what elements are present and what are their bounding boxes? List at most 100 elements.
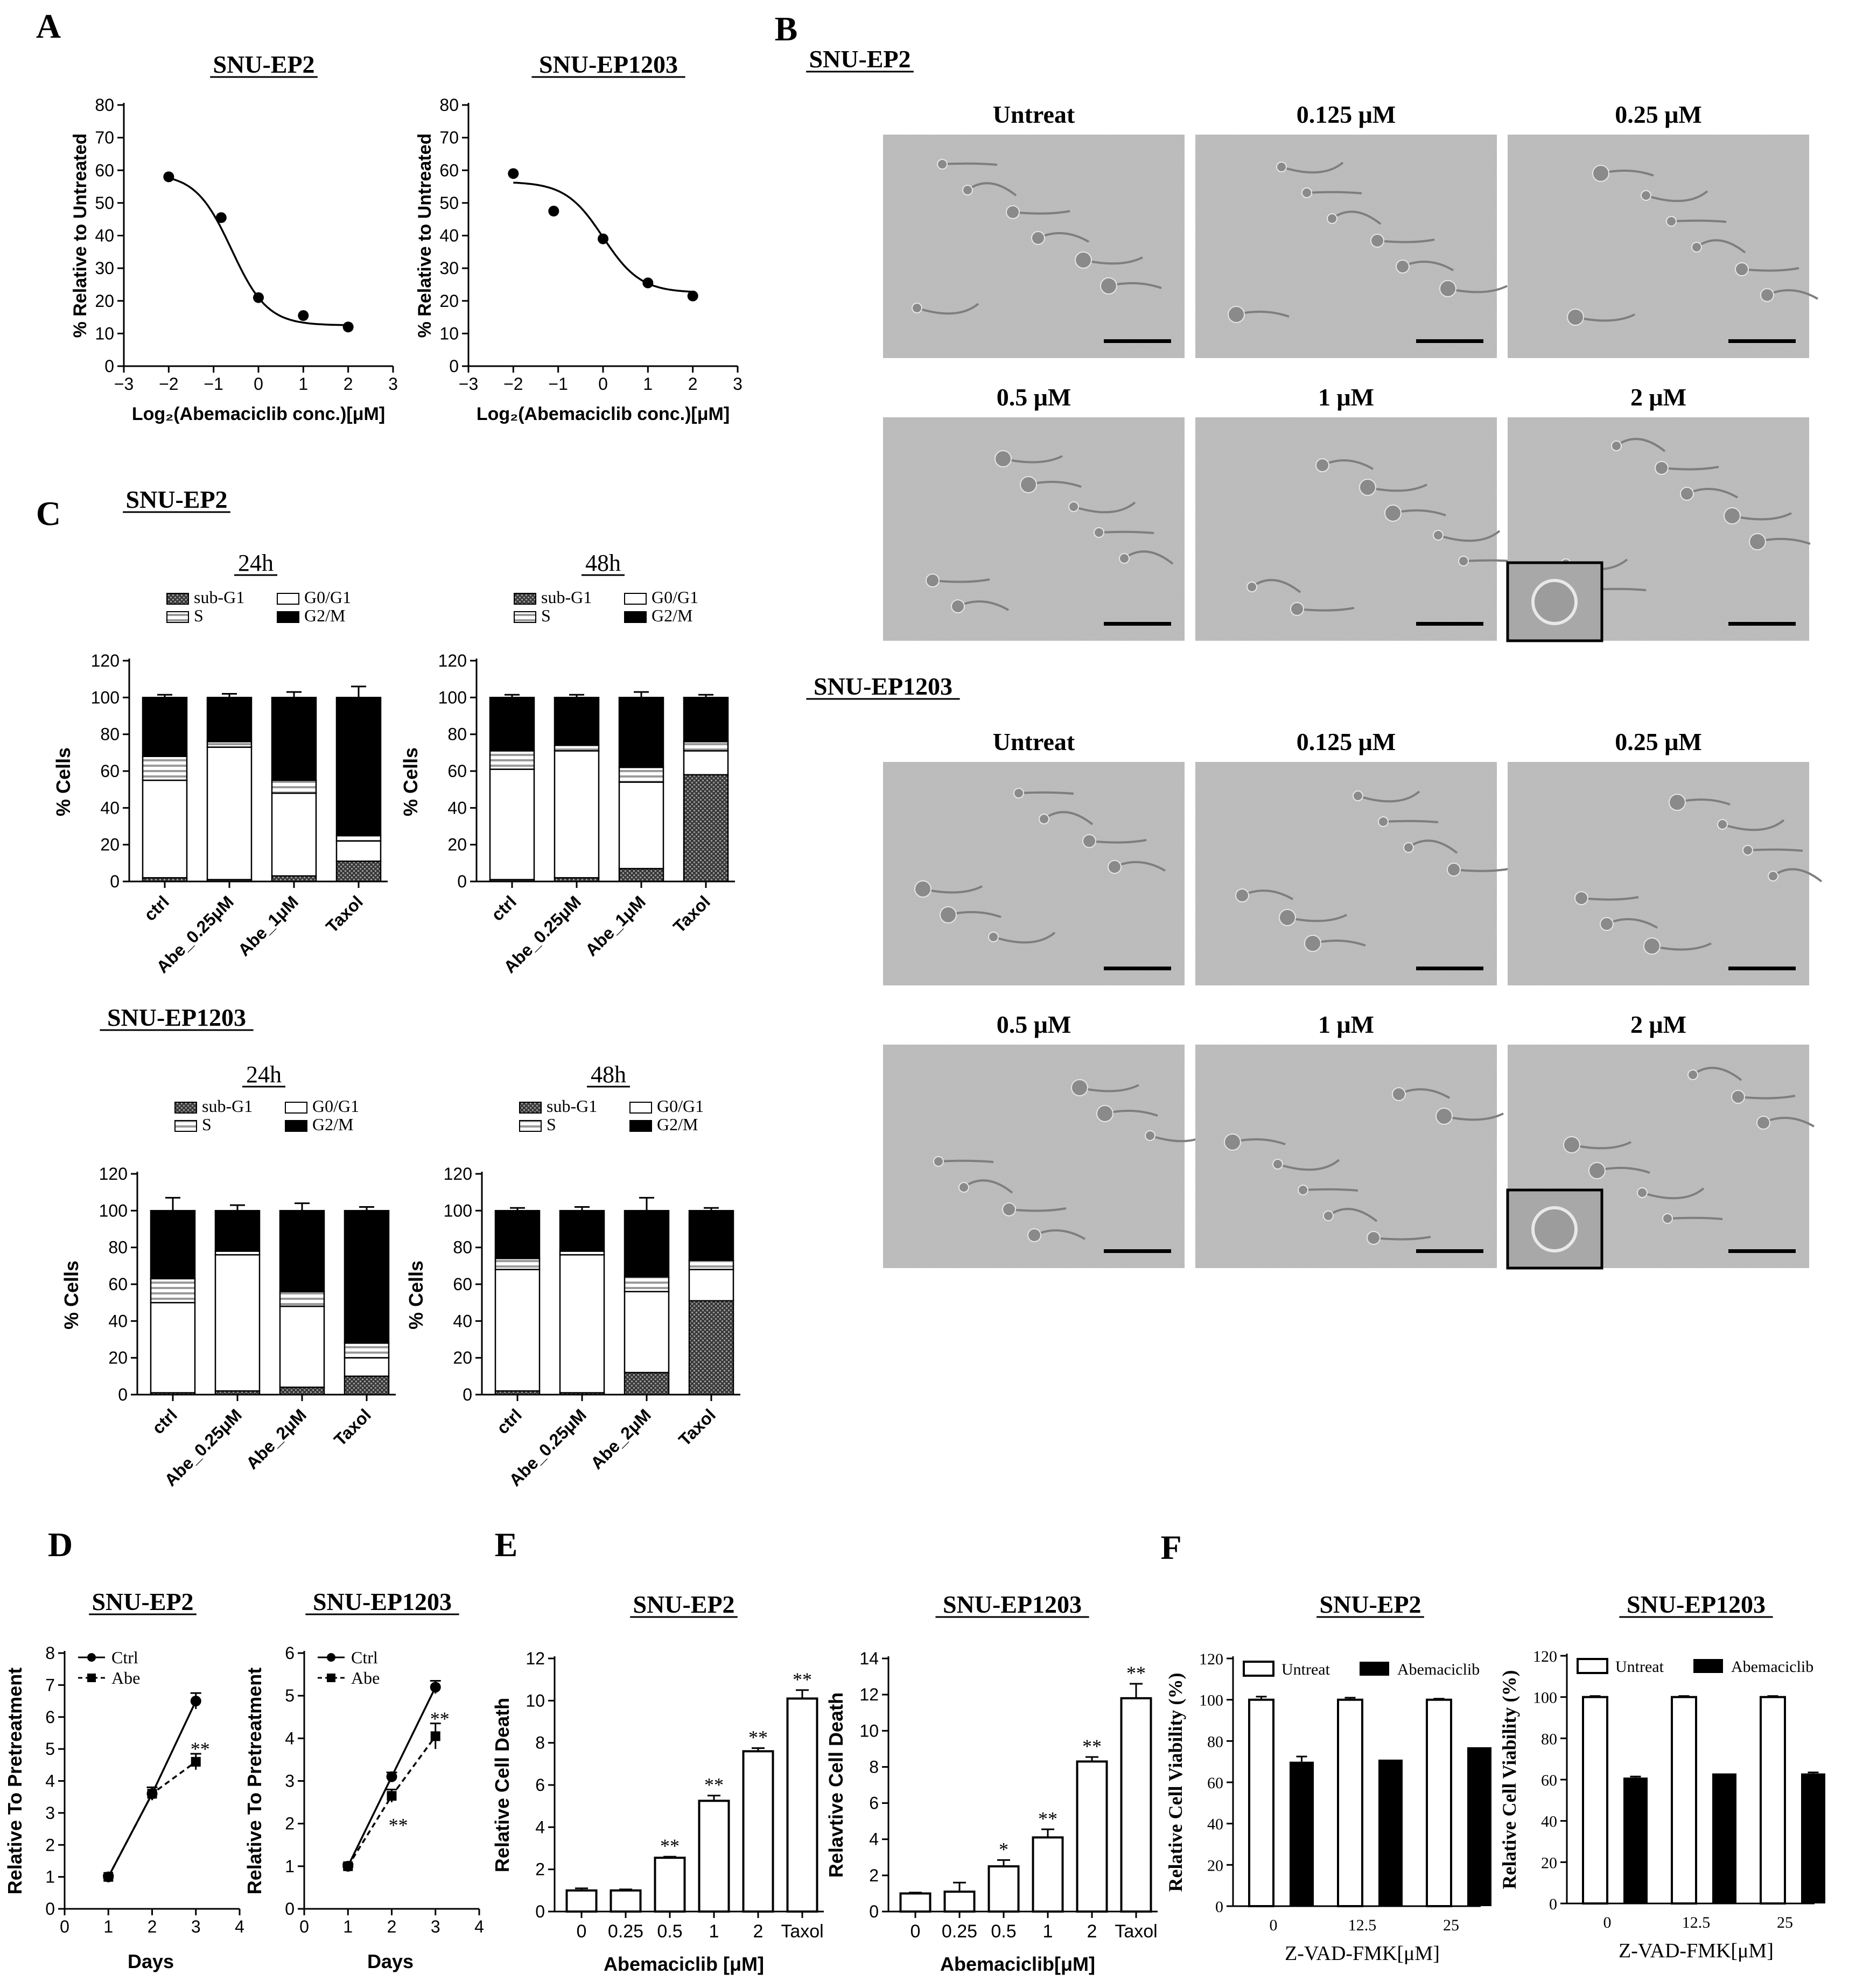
- y-tick-label: 40: [453, 1311, 472, 1331]
- data-point: [687, 290, 698, 302]
- y-tick-label: 60: [1207, 1774, 1223, 1792]
- x-tick-label: −2: [159, 374, 178, 394]
- cell-body: [1756, 1116, 1770, 1130]
- y-tick-label: 60: [100, 761, 120, 781]
- panel-f-chart-0: SNU-EP2 0 20 40 60 80 100 120 Z-VAD-FMK[μM] Relat…: [1165, 1591, 1491, 1965]
- y-tick-label: 4: [869, 1830, 879, 1849]
- bar: [1032, 1836, 1064, 1913]
- y-tick-label: 0: [535, 1902, 545, 1921]
- legend-swatch: [1243, 1661, 1274, 1677]
- y-axis-label: % Cells: [52, 747, 74, 816]
- bar-segment-S: [279, 1291, 325, 1307]
- data-point-ctrl: [386, 1771, 397, 1782]
- y-tick-label: 60: [108, 1275, 128, 1294]
- bar-segment-G2M: [206, 697, 253, 743]
- legend-swatch: [519, 1120, 542, 1132]
- cell-process: [1098, 530, 1154, 534]
- cell-body: [1392, 1087, 1406, 1101]
- data-point: [642, 277, 654, 289]
- legend-swatch: [514, 593, 536, 605]
- cell-process: [1383, 820, 1439, 823]
- y-tick-label: 100: [1199, 1692, 1223, 1710]
- scale-bar: [1104, 967, 1171, 970]
- bar: [786, 1697, 818, 1913]
- significance-stars: **: [430, 1708, 450, 1730]
- cell-body: [1724, 507, 1741, 524]
- cell-body: [1013, 788, 1024, 799]
- cell-body: [1359, 479, 1376, 496]
- bar-segment-G2M: [344, 1210, 390, 1344]
- cell-body: [1655, 461, 1669, 475]
- y-tick-label: 8: [869, 1757, 879, 1776]
- legend-label: Ctrl: [351, 1648, 378, 1667]
- bar-segment-G2M: [683, 697, 729, 743]
- x-tick-label: Taxol: [781, 1921, 823, 1942]
- y-tick-label: 30: [439, 258, 459, 278]
- panel-b-title: SNU-EP1203: [814, 673, 952, 700]
- cell-body: [958, 1182, 969, 1193]
- data-point: [508, 168, 519, 179]
- y-tick-label: 70: [95, 128, 114, 148]
- y-axis-label: % Relative to Untreated: [415, 134, 435, 338]
- time-label: 24h: [246, 1061, 282, 1088]
- y-tick-label: 4: [45, 1772, 55, 1791]
- cell-body: [988, 932, 999, 942]
- legend-label: G2/M: [304, 606, 345, 625]
- legend-label: sub-G1: [547, 1096, 597, 1116]
- x-tick-label: 2: [753, 1921, 764, 1942]
- y-tick-label: 6: [45, 1707, 55, 1727]
- panel-f-chart-1: SNU-EP1203 0 20 40 60 80 100 120 Z-VAD-FMK[μM] Re…: [1498, 1591, 1825, 1962]
- y-tick-label: 100: [444, 1201, 472, 1220]
- bar-segment-subG1: [683, 774, 729, 883]
- cell-body: [1002, 1202, 1016, 1216]
- legend-label: Abemaciclib: [1731, 1658, 1813, 1676]
- cell-process: [1645, 190, 1708, 202]
- panel-letter-F: F: [1160, 1528, 1181, 1566]
- x-tick-label: 0: [1270, 1916, 1278, 1934]
- legend-label: Ctrl: [111, 1648, 138, 1667]
- x-tick-label: Abe_2μM: [587, 1405, 655, 1473]
- cell-body: [1384, 505, 1402, 522]
- y-tick-label: 2: [285, 1814, 295, 1833]
- cell-process: [1306, 191, 1362, 194]
- time-label: 48h: [591, 1061, 626, 1088]
- legend-label: S: [541, 606, 551, 625]
- bar-segment-G0G1: [271, 792, 317, 877]
- y-tick-label: 80: [447, 725, 467, 744]
- bar-abemaciclib: [1712, 1773, 1736, 1903]
- x-tick-label: −3: [114, 374, 134, 394]
- cell-process: [1407, 839, 1458, 854]
- scale-bar: [1104, 1249, 1171, 1253]
- legend-marker: [327, 1653, 335, 1662]
- y-tick-label: 4: [285, 1728, 295, 1748]
- cell-process: [1722, 819, 1785, 831]
- cell-process: [1661, 466, 1719, 471]
- cell-body: [1096, 1105, 1113, 1122]
- y-tick-label: 120: [1533, 1648, 1557, 1665]
- cell-body: [1641, 190, 1651, 201]
- cell-body: [937, 159, 948, 170]
- cell-process: [1438, 530, 1501, 542]
- time-label: 48h: [585, 550, 621, 576]
- cell-body: [1588, 1162, 1606, 1179]
- cell-body: [926, 573, 940, 587]
- x-tick-label: 12.5: [1682, 1914, 1711, 1931]
- cell-body: [962, 185, 973, 195]
- x-axis-label: Z-VAD-FMK[μM]: [1285, 1942, 1440, 1965]
- y-tick-label: 30: [95, 258, 114, 278]
- cell-body: [1749, 533, 1766, 550]
- x-axis-label: Log₂(Abemaciclib conc.)[μM]: [132, 404, 385, 424]
- x-tick-label: 2: [344, 374, 353, 394]
- y-tick-label: 20: [95, 291, 114, 311]
- cell-body: [1075, 251, 1092, 269]
- data-point-abe: [191, 1756, 201, 1767]
- cell-body: [933, 1156, 944, 1167]
- legend-label: G0/G1: [652, 587, 698, 607]
- y-tick-label: 5: [285, 1686, 295, 1705]
- legend-swatch: [1577, 1658, 1608, 1674]
- cell-process: [1373, 1236, 1431, 1241]
- micrograph-label: 0.125 μM: [1297, 101, 1396, 128]
- panel-c-chart: 24h sub-G1 G0/G1 S G2/M 0 20 40 60 80 100 120 % Cell…: [60, 1061, 396, 1490]
- micrograph-texture: [1508, 762, 1809, 985]
- cell-process: [963, 1179, 1013, 1194]
